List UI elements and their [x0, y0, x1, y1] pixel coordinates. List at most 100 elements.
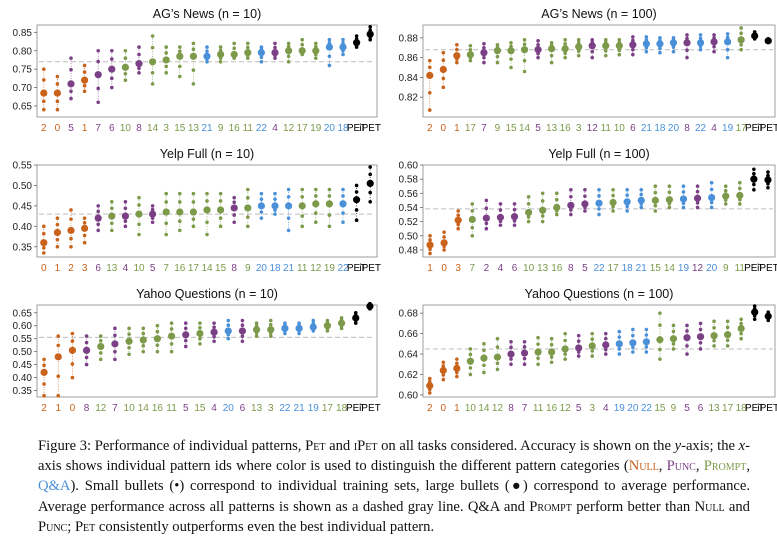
x-tick-label: 1 [55, 263, 61, 274]
x-tick-label: 8 [508, 403, 514, 414]
mean-point [125, 337, 133, 345]
mean-point [139, 336, 147, 344]
run-point [150, 207, 155, 212]
run-point [127, 332, 131, 336]
y-tick-label: 0.56 [399, 189, 419, 200]
run-point [766, 170, 770, 174]
run-point [509, 345, 513, 350]
run-point [590, 331, 595, 336]
plot-frame [36, 24, 378, 118]
run-point [597, 207, 601, 211]
run-point [325, 329, 330, 333]
run-point [441, 360, 446, 365]
run-point [137, 203, 141, 207]
run-point [625, 204, 629, 209]
run-point [611, 187, 615, 192]
run-point [96, 209, 100, 214]
y-tick-label: 0.80 [13, 46, 33, 57]
run-point [569, 208, 573, 212]
mean-point [121, 63, 129, 71]
run-point [522, 345, 527, 349]
run-point [554, 191, 559, 196]
run-point [123, 56, 128, 61]
run-point [470, 233, 475, 238]
run-point [123, 78, 128, 82]
x-tick-label: iPET [757, 403, 777, 414]
run-point [96, 59, 100, 64]
run-point [482, 41, 486, 46]
run-point [300, 214, 305, 218]
run-point [300, 37, 305, 42]
run-point [113, 333, 117, 338]
y-tick-label: 0.68 [399, 309, 419, 320]
run-point [712, 44, 716, 49]
run-point [685, 55, 689, 60]
run-point [653, 190, 658, 195]
run-point [259, 210, 264, 214]
run-point [597, 194, 601, 198]
mean-point [683, 334, 691, 342]
x-tick-label: 2 [68, 263, 74, 274]
run-point [549, 41, 554, 45]
mean-point [224, 327, 232, 335]
x-tick-label: 13 [188, 123, 200, 134]
x-tick-label: 3 [576, 123, 582, 134]
chart-title: Yelp Full (n = 10) [160, 147, 254, 161]
mean-point [534, 46, 542, 54]
x-tick-label: 7 [112, 403, 118, 414]
run-point [84, 362, 89, 367]
run-point [183, 344, 188, 349]
run-point [549, 53, 554, 58]
mean-point [595, 199, 603, 207]
run-point [354, 34, 359, 38]
run-point [698, 33, 703, 37]
mean-point [271, 49, 279, 57]
run-point [712, 325, 716, 330]
x-tick-label: 8 [684, 123, 690, 134]
run-point [82, 63, 87, 68]
run-point [540, 214, 545, 218]
mean-point [281, 324, 289, 332]
x-tick-label: 21 [283, 263, 295, 274]
x-tick-label: 20 [223, 403, 235, 414]
x-tick-label: 7 [163, 263, 169, 274]
run-point [254, 321, 259, 325]
x-tick-label: 0 [70, 403, 76, 414]
run-point [470, 202, 475, 206]
run-point [84, 340, 89, 345]
run-point [563, 331, 567, 336]
run-point [212, 325, 216, 330]
run-point [667, 184, 672, 189]
mean-point [482, 214, 490, 222]
mean-point [309, 323, 317, 331]
chart-panel: Yahoo Questions (n = 10) 0.35 0.40 0.45 0.50… [13, 287, 381, 414]
run-point [681, 205, 686, 210]
run-point [512, 207, 517, 212]
run-point [653, 203, 658, 208]
x-tick-label: 14 [478, 403, 490, 414]
run-point [164, 64, 168, 69]
run-point [441, 50, 446, 55]
run-point [709, 187, 714, 192]
run-point [82, 70, 87, 74]
mean-point [366, 302, 374, 310]
mean-point [468, 215, 476, 224]
run-point [368, 37, 373, 42]
run-point [169, 342, 174, 346]
run-point [353, 321, 358, 325]
x-tick-label: iPET [757, 263, 777, 274]
run-point [123, 206, 128, 211]
run-point [576, 339, 581, 343]
run-point [509, 65, 513, 70]
run-point [468, 58, 473, 63]
caption-text: Figure 3: Performance of individual patt… [38, 438, 306, 454]
mean-point [581, 200, 589, 208]
caption-qa-category: Q&A [38, 478, 71, 495]
run-point [169, 349, 174, 354]
mean-point [656, 40, 664, 48]
run-point [725, 32, 730, 36]
run-point [712, 33, 716, 37]
run-point [739, 47, 743, 52]
run-point [526, 219, 531, 224]
y-tick-label: 0.45 [13, 360, 33, 371]
